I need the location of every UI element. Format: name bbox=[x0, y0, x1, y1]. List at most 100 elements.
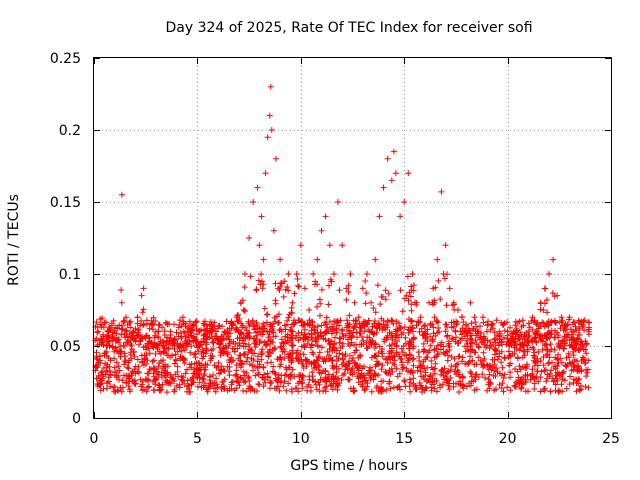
data-point bbox=[550, 256, 557, 263]
data-point bbox=[469, 347, 476, 354]
data-point bbox=[183, 343, 190, 350]
data-point bbox=[313, 357, 320, 364]
data-point bbox=[540, 307, 547, 314]
data-point bbox=[568, 341, 575, 348]
data-point bbox=[220, 366, 227, 373]
data-point bbox=[483, 328, 490, 335]
x-axis-label: GPS time / hours bbox=[290, 458, 407, 474]
data-point bbox=[351, 324, 358, 331]
data-point bbox=[199, 346, 206, 353]
data-point bbox=[172, 371, 179, 378]
data-point bbox=[398, 356, 405, 362]
data-point bbox=[351, 299, 358, 306]
data-point bbox=[363, 339, 370, 346]
data-point bbox=[273, 155, 279, 162]
data-point bbox=[539, 346, 546, 353]
data-point bbox=[436, 328, 443, 335]
data-point bbox=[540, 354, 547, 361]
data-point bbox=[152, 350, 159, 357]
data-point bbox=[401, 324, 408, 331]
data-point bbox=[575, 319, 582, 326]
data-point bbox=[555, 389, 562, 395]
data-point bbox=[336, 322, 342, 329]
data-point bbox=[470, 378, 477, 385]
data-point bbox=[257, 281, 264, 288]
data-point bbox=[480, 357, 486, 364]
data-point bbox=[188, 329, 195, 336]
data-point bbox=[300, 336, 307, 342]
data-point bbox=[324, 324, 331, 331]
data-point bbox=[361, 387, 368, 394]
data-point bbox=[480, 319, 487, 326]
data-point bbox=[555, 334, 562, 341]
data-point bbox=[182, 320, 189, 327]
data-point bbox=[151, 377, 158, 384]
data-point bbox=[541, 367, 548, 374]
data-point bbox=[519, 354, 526, 361]
data-point bbox=[467, 335, 474, 342]
data-point bbox=[469, 357, 476, 364]
data-point bbox=[419, 332, 426, 339]
data-point bbox=[431, 346, 438, 353]
data-point bbox=[163, 379, 170, 386]
data-point bbox=[408, 301, 415, 308]
data-point bbox=[384, 332, 391, 339]
data-point bbox=[278, 372, 285, 379]
data-point bbox=[278, 279, 284, 286]
data-point bbox=[200, 320, 207, 327]
data-point bbox=[477, 323, 483, 330]
data-point bbox=[339, 361, 345, 368]
data-point bbox=[304, 387, 311, 394]
data-point bbox=[370, 305, 377, 312]
data-point bbox=[552, 320, 559, 326]
data-point bbox=[585, 328, 592, 335]
data-point bbox=[270, 363, 277, 370]
data-point bbox=[426, 299, 432, 306]
data-point bbox=[219, 379, 226, 385]
data-point bbox=[171, 335, 178, 342]
data-point bbox=[369, 323, 376, 330]
data-point bbox=[405, 297, 412, 304]
data-point bbox=[564, 361, 571, 368]
data-point bbox=[108, 320, 115, 327]
data-point bbox=[576, 367, 583, 374]
data-point bbox=[289, 350, 296, 357]
data-point bbox=[475, 328, 482, 335]
data-point bbox=[405, 326, 412, 333]
data-point bbox=[386, 353, 393, 360]
data-point bbox=[518, 332, 525, 339]
data-point bbox=[463, 383, 470, 390]
data-point bbox=[559, 376, 566, 383]
data-point bbox=[427, 379, 434, 386]
data-point bbox=[237, 374, 244, 381]
data-point bbox=[226, 368, 232, 375]
data-point bbox=[452, 327, 459, 334]
data-point bbox=[553, 375, 560, 382]
data-point bbox=[135, 326, 142, 333]
data-point bbox=[209, 380, 216, 387]
data-point bbox=[563, 385, 570, 392]
data-point bbox=[304, 340, 311, 347]
data-point bbox=[471, 314, 478, 321]
data-point bbox=[381, 338, 388, 345]
data-point bbox=[162, 363, 169, 370]
data-point bbox=[532, 320, 539, 326]
data-point bbox=[201, 371, 208, 378]
data-point bbox=[493, 348, 500, 354]
data-point bbox=[496, 350, 503, 357]
data-point bbox=[120, 319, 127, 325]
data-point bbox=[422, 336, 429, 342]
data-point bbox=[454, 367, 461, 374]
data-point bbox=[403, 352, 410, 359]
data-point bbox=[267, 337, 274, 344]
data-point bbox=[264, 370, 271, 377]
data-point bbox=[368, 299, 375, 306]
data-point bbox=[317, 300, 324, 307]
data-point bbox=[399, 308, 406, 315]
data-point bbox=[235, 379, 242, 386]
data-point bbox=[197, 342, 204, 348]
data-point bbox=[344, 320, 351, 327]
data-point bbox=[529, 314, 536, 321]
data-point bbox=[350, 388, 357, 395]
data-point bbox=[97, 378, 104, 384]
